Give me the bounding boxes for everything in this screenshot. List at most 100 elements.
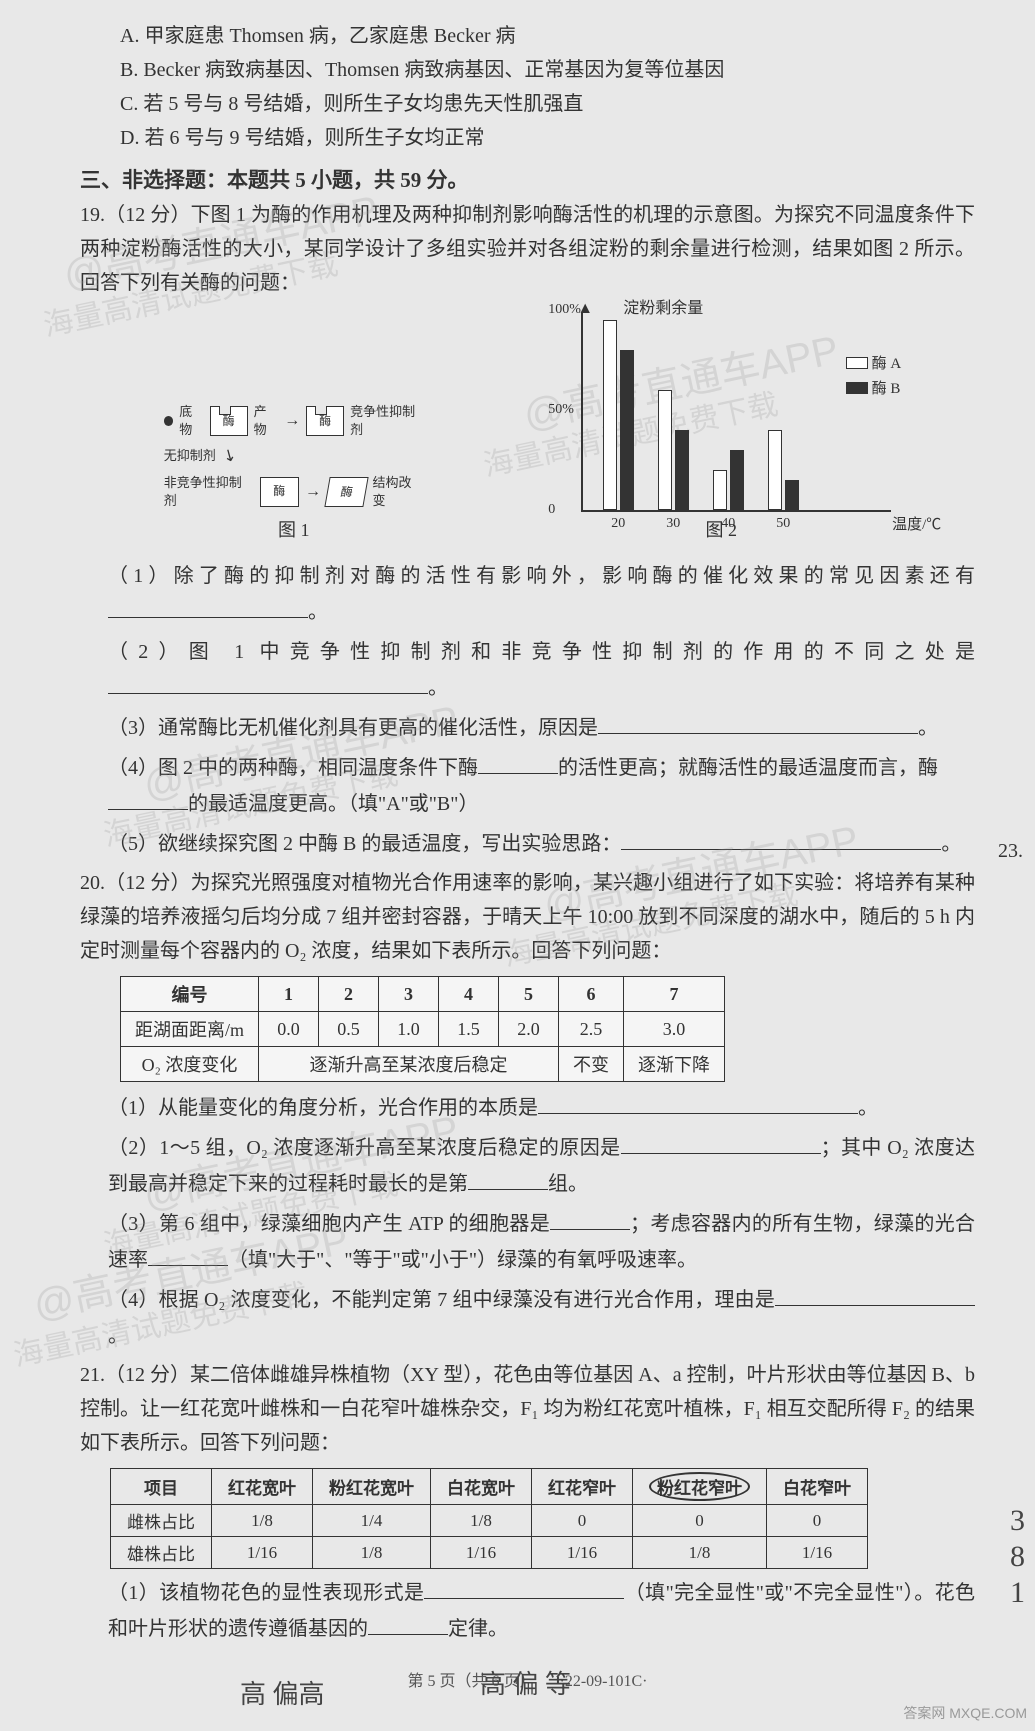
- table-cell: O₂ 浓度变化: [121, 1047, 259, 1082]
- table-row: O₂ 浓度变化 逐渐升高至某浓度后稳定 不变 逐渐下降: [121, 1047, 725, 1082]
- side-page-ref: 23.: [998, 840, 1023, 863]
- table-cell: 1/8: [633, 1537, 767, 1569]
- chart-y-title: 淀粉剩余量: [623, 294, 703, 318]
- table-header: 红花窄叶: [532, 1469, 633, 1505]
- enzyme-shape: 酶: [260, 477, 299, 507]
- handwriting: 高 偏 等: [480, 1664, 571, 1701]
- table-header: 4: [439, 977, 499, 1012]
- table-header: 3: [379, 977, 439, 1012]
- label-structure-change: 结构改变: [372, 474, 423, 510]
- label-product: 产物: [254, 403, 279, 439]
- q20-sub3: （3）第 6 组中，绿藻细胞内产生 ATP 的细胞器是；考虑容器内的所有生物，绿…: [80, 1206, 975, 1278]
- table-cell: 0: [532, 1505, 633, 1537]
- q21-stem: 21.（12 分）某二倍体雌雄异株植物（XY 型），花色由等位基因 A、a 控制…: [80, 1358, 975, 1460]
- q21-table: 项目 红花宽叶 粉红花宽叶 白花宽叶 红花窄叶 粉红花窄叶 白花窄叶 雌株占比 …: [110, 1468, 868, 1569]
- table-cell: 2.5: [559, 1012, 624, 1047]
- table-cell: 1.0: [379, 1012, 439, 1047]
- q19-sub4: （4）图 2 中的两种酶，相同温度条件下酶的活性更高；就酶活性的最适温度而言，酶…: [80, 750, 975, 822]
- table-cell: 0: [633, 1505, 767, 1537]
- table-header-row: 编号 1 2 3 4 5 6 7: [121, 977, 725, 1012]
- table-cell: 逐渐下降: [624, 1047, 725, 1082]
- table-cell: 1/8: [313, 1537, 431, 1569]
- q19-sub5: （5）欲继续探究图 2 中酶 B 的最适温度，写出实验思路：。: [80, 826, 975, 862]
- table-cell: 0: [767, 1505, 868, 1537]
- option-c: C. 若 5 号与 8 号结婚，则所生子女均患先天性肌强直: [80, 88, 975, 120]
- table-row: 雄株占比 1/16 1/8 1/16 1/16 1/8 1/16: [111, 1537, 868, 1569]
- label-competitive: 竞争性抑制剂: [350, 403, 424, 439]
- bar-enzyme-b: [785, 480, 799, 510]
- enzyme-shape: 酶: [306, 406, 344, 436]
- bar-group: [658, 390, 689, 510]
- table-cell: 0.5: [319, 1012, 379, 1047]
- enzyme-shape: 酶: [210, 406, 248, 436]
- label-no-inhibitor: 无抑制剂: [164, 447, 216, 465]
- q19-sub3: （3）通常酶比无机催化剂具有更高的催化活性，原因是。: [80, 710, 975, 746]
- figure-2-chart: ▲ 淀粉剩余量 酶 A 酶 B 温度/℃ 100%50%020304050 图 …: [551, 312, 891, 542]
- table-header: 粉红花宽叶: [313, 1469, 431, 1505]
- table-row: 距湖面距离/m 0.0 0.5 1.0 1.5 2.0 2.5 3.0: [121, 1012, 725, 1047]
- table-header: 5: [499, 977, 559, 1012]
- option-d: D. 若 6 号与 9 号结婚，则所生子女均正常: [80, 122, 975, 154]
- table-row: 雌株占比 1/8 1/4 1/8 0 0 0: [111, 1505, 868, 1537]
- table-header: 7: [624, 977, 725, 1012]
- q21-sub1: （1）该植物花色的显性表现形式是（填"完全显性"或"不完全显性"）。花色和叶片形…: [80, 1575, 975, 1647]
- bar-enzyme-a: [713, 470, 727, 510]
- q19-figures: 底物 酶 产物 → 酶 竞争性抑制剂 无抑制剂 ↘ 非竞争性抑制剂 酶 → 酶 …: [80, 312, 975, 542]
- bar-enzyme-a: [603, 320, 617, 510]
- bar-enzyme-a: [768, 430, 782, 510]
- table-cell: 1.5: [439, 1012, 499, 1047]
- q19-stem: 19.（12 分）下图 1 为酶的作用机理及两种抑制剂影响酶活性的机理的示意图。…: [80, 198, 975, 300]
- figure-1: 底物 酶 产物 → 酶 竞争性抑制剂 无抑制剂 ↘ 非竞争性抑制剂 酶 → 酶 …: [164, 403, 424, 542]
- table-header: 6: [559, 977, 624, 1012]
- q20-sub2: （2）1～5 组，O₂ 浓度逐渐升高至某浓度后稳定的原因是；其中 O₂ 浓度达到…: [80, 1130, 975, 1202]
- enzyme-shape-changed: 酶: [324, 477, 369, 507]
- table-cell: 0.0: [259, 1012, 319, 1047]
- bar-enzyme-b: [730, 450, 744, 510]
- x-tick-label: 40: [721, 516, 735, 532]
- section-3-header: 三、非选择题：本题共 5 小题，共 59 分。: [80, 164, 975, 194]
- q20-table: 编号 1 2 3 4 5 6 7 距湖面距离/m 0.0 0.5 1.0 1.5…: [120, 976, 725, 1082]
- table-header: 2: [319, 977, 379, 1012]
- y-tick-label: 0: [548, 502, 555, 518]
- q19-sub2: （2）图 1 中竞争性抑制剂和非竞争性抑制剂的作用的不同之处是。: [80, 634, 975, 706]
- chart-legend: 酶 A 酶 B: [846, 352, 902, 402]
- handwriting: 高 偏高: [240, 1674, 325, 1711]
- bar-group: [603, 320, 634, 510]
- table-cell: 雄株占比: [111, 1537, 212, 1569]
- legend-b: 酶 B: [872, 377, 901, 398]
- table-cell: 1/16: [431, 1537, 532, 1569]
- table-header: 白花窄叶: [767, 1469, 868, 1505]
- x-tick-label: 50: [776, 516, 790, 532]
- label-substrate: 底物: [179, 403, 204, 439]
- table-cell: 1/4: [313, 1505, 431, 1537]
- table-cell: 3.0: [624, 1012, 725, 1047]
- table-header: 红花宽叶: [212, 1469, 313, 1505]
- bar-enzyme-a: [658, 390, 672, 510]
- legend-a: 酶 A: [872, 352, 902, 373]
- table-cell: 不变: [559, 1047, 624, 1082]
- bar-enzyme-b: [675, 430, 689, 510]
- bar-enzyme-b: [620, 350, 634, 510]
- q20-sub1: （1）从能量变化的角度分析，光合作用的本质是。: [80, 1090, 975, 1126]
- corner-logo: 答案网 MXQE.COM: [903, 1703, 1027, 1723]
- table-cell: 1/16: [767, 1537, 868, 1569]
- table-header: 1: [259, 977, 319, 1012]
- table-cell: 2.0: [499, 1012, 559, 1047]
- q20-sub4: （4）根据 O₂ 浓度变化，不能判定第 7 组中绿藻没有进行光合作用，理由是。: [80, 1282, 975, 1354]
- x-tick-label: 30: [666, 516, 680, 532]
- q20-stem: 20.（12 分）为探究光照强度对植物光合作用速率的影响，某兴趣小组进行了如下实…: [80, 866, 975, 968]
- table-cell-merged: 逐渐升高至某浓度后稳定: [259, 1047, 559, 1082]
- q19-sub1: （1）除了酶的抑制剂对酶的活性有影响外，影响酶的催化效果的常见因素还有。: [80, 558, 975, 630]
- bar-group: [768, 430, 799, 510]
- label-noncompetitive: 非竞争性抑制剂: [164, 474, 254, 510]
- table-cell: 1/8: [212, 1505, 313, 1537]
- x-tick-label: 20: [611, 516, 625, 532]
- table-header-row: 项目 红花宽叶 粉红花宽叶 白花宽叶 红花窄叶 粉红花窄叶 白花窄叶: [111, 1469, 868, 1505]
- bar-group: [713, 450, 744, 510]
- option-b: B. Becker 病致病基因、Thomsen 病致病基因、正常基因为复等位基因: [80, 54, 975, 86]
- footer-code: ·22-09-101C·: [560, 1673, 648, 1690]
- handwriting: 3 8 1: [1010, 1503, 1025, 1611]
- table-header: 编号: [121, 977, 259, 1012]
- table-cell: 1/8: [431, 1505, 532, 1537]
- table-header: 项目: [111, 1469, 212, 1505]
